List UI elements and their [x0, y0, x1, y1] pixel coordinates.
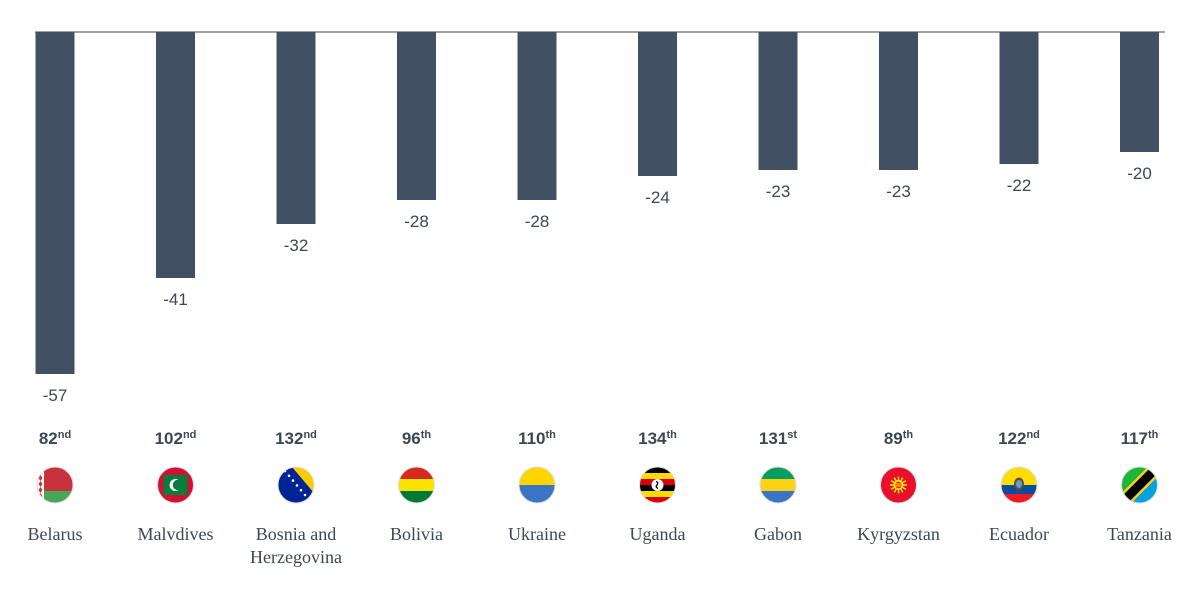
- country-label-line: Gabon: [754, 524, 802, 544]
- maldives-flag-icon: [157, 466, 194, 504]
- rank-suffix: th: [1148, 429, 1159, 441]
- country-label-line: Uganda: [630, 524, 686, 544]
- bar-uganda: [638, 32, 677, 176]
- bar-belarus: [35, 32, 75, 374]
- ranks-group: 82nd 102nd 132nd 96th 110th 134th 131st 89th 122…: [39, 429, 1159, 448]
- country-label-line: Bosnia and: [256, 524, 337, 544]
- bar-bosnia-and-herzegovina: [276, 32, 316, 224]
- country-label-uganda: Uganda: [630, 524, 686, 544]
- bar-tanzania: [1120, 32, 1159, 152]
- bar-ecuador: [999, 32, 1039, 164]
- bar-kyrgyzstan: [879, 32, 918, 170]
- rank-label-bolivia: 96th: [402, 429, 432, 448]
- flags-group: [36, 466, 1158, 504]
- value-label-bosnia-and-herzegovina: -32: [284, 236, 309, 255]
- country-label-line: Bolivia: [390, 524, 443, 544]
- country-label-belarus: Belarus: [28, 524, 83, 544]
- rank-label-ecuador: 122nd: [998, 429, 1040, 448]
- rank-number: 134: [638, 429, 667, 448]
- country-label-kyrgyzstan: Kyrgyzstan: [857, 524, 940, 544]
- rank-number: 110: [518, 429, 545, 448]
- rank-number: 89: [884, 429, 903, 448]
- bosnia-flag-icon: [277, 466, 315, 504]
- gabon-flag-icon: [759, 466, 797, 504]
- rank-number: 102: [155, 429, 183, 448]
- rank-suffix: th: [421, 429, 432, 441]
- rank-label-ukraine: 110th: [518, 429, 556, 448]
- country-label-gabon: Gabon: [754, 524, 802, 544]
- bar-bolivia: [397, 32, 436, 200]
- country-label-malvdives: Malvdives: [138, 524, 214, 544]
- value-labels-group: -57 -41 -32 -28 -28 -24 -23 -23 -22 -20: [43, 164, 1152, 405]
- value-label-uganda: -24: [645, 188, 670, 207]
- rank-number: 117: [1121, 429, 1148, 448]
- value-label-belarus: -57: [43, 386, 68, 405]
- value-label-bolivia: -28: [404, 212, 429, 231]
- rank-label-uganda: 134th: [638, 429, 677, 448]
- rank-number: 122: [998, 429, 1026, 448]
- rank-label-bosnia-and-herzegovina: 132nd: [275, 429, 317, 448]
- country-label-line: Malvdives: [138, 524, 214, 544]
- bar-ukraine: [517, 32, 557, 200]
- ecuador-flag-icon: [1000, 466, 1038, 504]
- country-label-bosnia-and-herzegovina: Bosnia and Herzegovina: [250, 524, 342, 567]
- rank-suffix: th: [903, 429, 914, 441]
- rank-label-malvdives: 102nd: [155, 429, 197, 448]
- country-label-bolivia: Bolivia: [390, 524, 443, 544]
- rank-suffix: st: [787, 429, 797, 441]
- rank-number: 132: [275, 429, 303, 448]
- country-label-tanzania: Tanzania: [1107, 524, 1172, 544]
- rank-number: 82: [39, 429, 58, 448]
- country-label-line: Ukraine: [508, 524, 566, 544]
- value-label-gabon: -23: [766, 182, 791, 201]
- rank-label-kyrgyzstan: 89th: [884, 429, 914, 448]
- rank-label-belarus: 82nd: [39, 429, 71, 448]
- ukraine-flag-icon: [518, 466, 556, 504]
- value-label-ukraine: -28: [525, 212, 550, 231]
- country-label-line: Kyrgyzstan: [857, 524, 940, 544]
- tanzania-flag-icon: [1121, 466, 1158, 504]
- rank-label-gabon: 131st: [759, 429, 797, 448]
- value-label-tanzania: -20: [1127, 164, 1152, 183]
- belarus-flag-icon: [36, 466, 74, 504]
- country-label-line: Belarus: [28, 524, 83, 544]
- rank-suffix: th: [666, 429, 677, 441]
- rank-label-tanzania: 117th: [1121, 429, 1159, 448]
- country-label-line: Tanzania: [1107, 524, 1172, 544]
- rank-suffix: th: [546, 429, 557, 441]
- country-label-ecuador: Ecuador: [989, 524, 1049, 544]
- kyrgyzstan-flag-icon: [880, 466, 917, 504]
- bar-malvdives: [156, 32, 195, 278]
- value-label-malvdives: -41: [163, 290, 188, 309]
- country-label-line: Herzegovina: [250, 547, 342, 567]
- country-labels-group: Belarus Malvdives Bosnia and Herzegovina Bol…: [28, 524, 1172, 567]
- bars-group: [35, 32, 1159, 374]
- rank-suffix: nd: [1026, 429, 1039, 441]
- bar-gabon: [758, 32, 798, 170]
- country-label-line: Ecuador: [989, 524, 1049, 544]
- value-label-ecuador: -22: [1007, 176, 1032, 195]
- rank-number: 131: [759, 429, 787, 448]
- rank-suffix: nd: [58, 429, 71, 441]
- bolivia-flag-icon: [398, 466, 435, 504]
- rank-number: 96: [402, 429, 421, 448]
- rank-suffix: nd: [303, 429, 316, 441]
- value-label-kyrgyzstan: -23: [886, 182, 911, 201]
- uganda-flag-icon: [639, 466, 676, 504]
- rank-suffix: nd: [183, 429, 196, 441]
- country-label-ukraine: Ukraine: [508, 524, 566, 544]
